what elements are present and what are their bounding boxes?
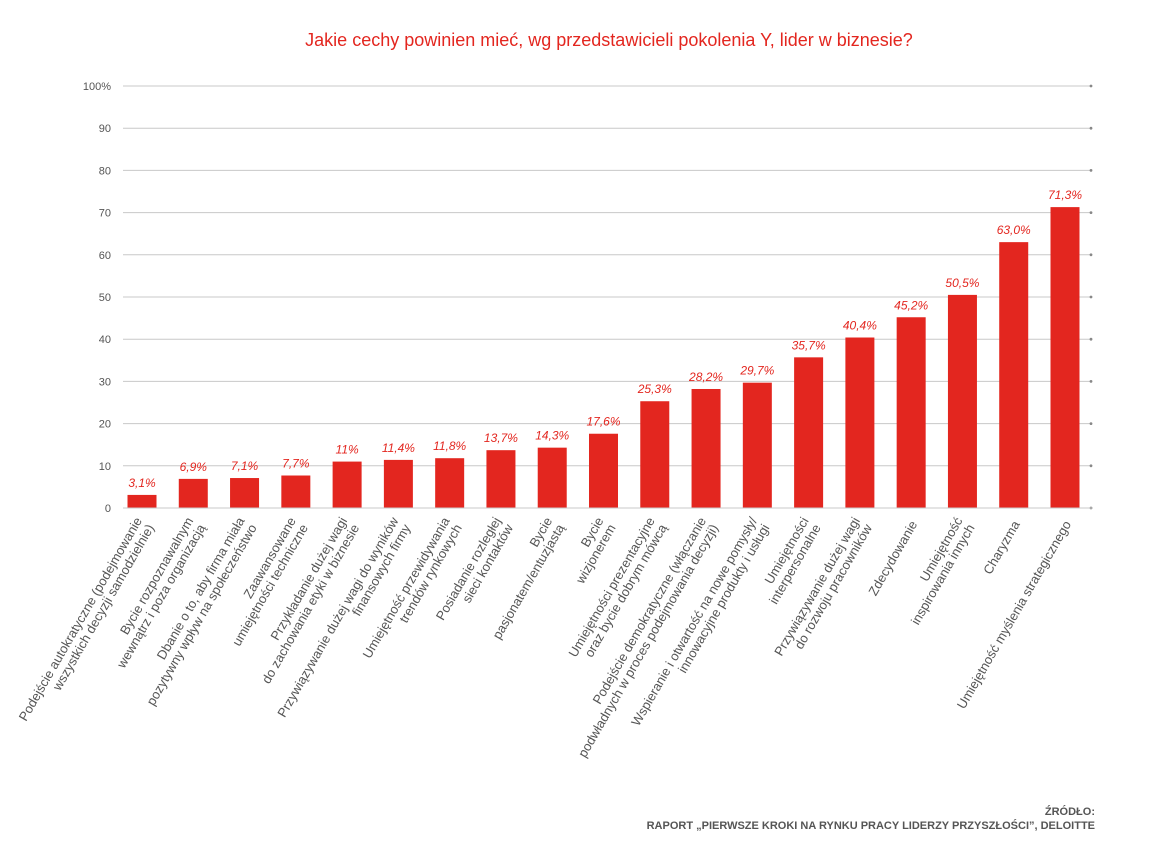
- y-tick-label: 80: [99, 165, 111, 177]
- gridline-end-dot: [1089, 422, 1093, 425]
- bar-value-label: 63,0%: [997, 223, 1031, 237]
- gridline-end-dot: [1089, 211, 1093, 215]
- y-tick-label: 100%: [83, 81, 111, 93]
- bar: [230, 478, 260, 508]
- chart-title: Jakie cechy powinien mieć, wg przedstawi…: [305, 30, 913, 50]
- bar-value-label: 7,1%: [231, 459, 259, 473]
- category-label: Umiejętność myślenia strategicznego: [954, 518, 1074, 711]
- bar-value-label: 50,5%: [945, 276, 979, 290]
- bar: [281, 475, 311, 508]
- bar: [845, 337, 875, 508]
- bar: [332, 461, 362, 508]
- category-label-line: Charyzma: [980, 517, 1023, 576]
- gridline-end-dot: [1089, 126, 1093, 130]
- bar: [383, 459, 413, 508]
- y-tick-label: 60: [99, 250, 111, 262]
- bar: [486, 450, 516, 508]
- source-label: ŹRÓDŁO:: [1044, 806, 1095, 818]
- bar-value-label: 13,7%: [484, 431, 518, 445]
- bar: [947, 294, 977, 508]
- gridline-end-dot: [1089, 84, 1093, 88]
- bar-value-label: 29,7%: [739, 364, 774, 378]
- y-tick-label: 70: [99, 208, 111, 220]
- bar: [1050, 207, 1080, 508]
- bar-value-label: 3,1%: [128, 476, 156, 490]
- category-label-line: Umiejętność myślenia strategicznego: [954, 518, 1074, 711]
- y-tick-label: 50: [99, 292, 111, 304]
- bar-value-label: 14,3%: [535, 429, 569, 443]
- bar: [640, 401, 670, 508]
- gridline-end-dot: [1089, 169, 1093, 172]
- bar-value-label: 35,7%: [792, 338, 826, 352]
- bar: [589, 433, 618, 508]
- y-tick-label: 0: [105, 503, 111, 515]
- bar-value-label: 11,4%: [382, 441, 415, 455]
- bar: [999, 242, 1029, 508]
- y-tick-label: 90: [99, 123, 111, 135]
- bar-value-label: 17,6%: [586, 415, 620, 429]
- bar: [742, 382, 772, 508]
- gridline-end-dot: [1089, 253, 1093, 257]
- y-tick-label: 20: [99, 419, 111, 431]
- bar-value-label: 6,9%: [180, 460, 208, 474]
- gridline-end-dot: [1089, 337, 1093, 341]
- source-text: RAPORT „PIERWSZE KROKI NA RYNKU PRACY LI…: [646, 820, 1095, 832]
- y-tick-label: 40: [99, 334, 111, 346]
- bar: [896, 317, 926, 508]
- bar-value-label: 71,3%: [1048, 188, 1082, 202]
- bar: [178, 478, 208, 508]
- bar-value-label: 40,4%: [843, 319, 877, 333]
- y-tick-label: 10: [99, 461, 111, 473]
- bar: [794, 357, 824, 508]
- bar-value-label: 28,2%: [688, 370, 723, 384]
- y-tick-label: 30: [99, 376, 111, 388]
- bar-value-label: 25,3%: [637, 382, 672, 396]
- gridline-end-dot: [1089, 295, 1093, 299]
- category-label-line: pozytywny wpływ na społeczeństwo: [143, 522, 259, 708]
- bar-value-label: 45,2%: [894, 298, 928, 312]
- bar-value-label: 7,7%: [282, 457, 310, 471]
- bar: [127, 494, 157, 508]
- bar: [691, 388, 721, 508]
- category-label: Charyzma: [980, 517, 1023, 576]
- bar-value-label: 11%: [336, 443, 359, 457]
- bar-value-label: 11,8%: [433, 439, 466, 453]
- bar: [537, 447, 567, 508]
- gridline-end-dot: [1089, 380, 1093, 383]
- gridline-end-dot: [1089, 464, 1093, 468]
- bar: [435, 458, 465, 508]
